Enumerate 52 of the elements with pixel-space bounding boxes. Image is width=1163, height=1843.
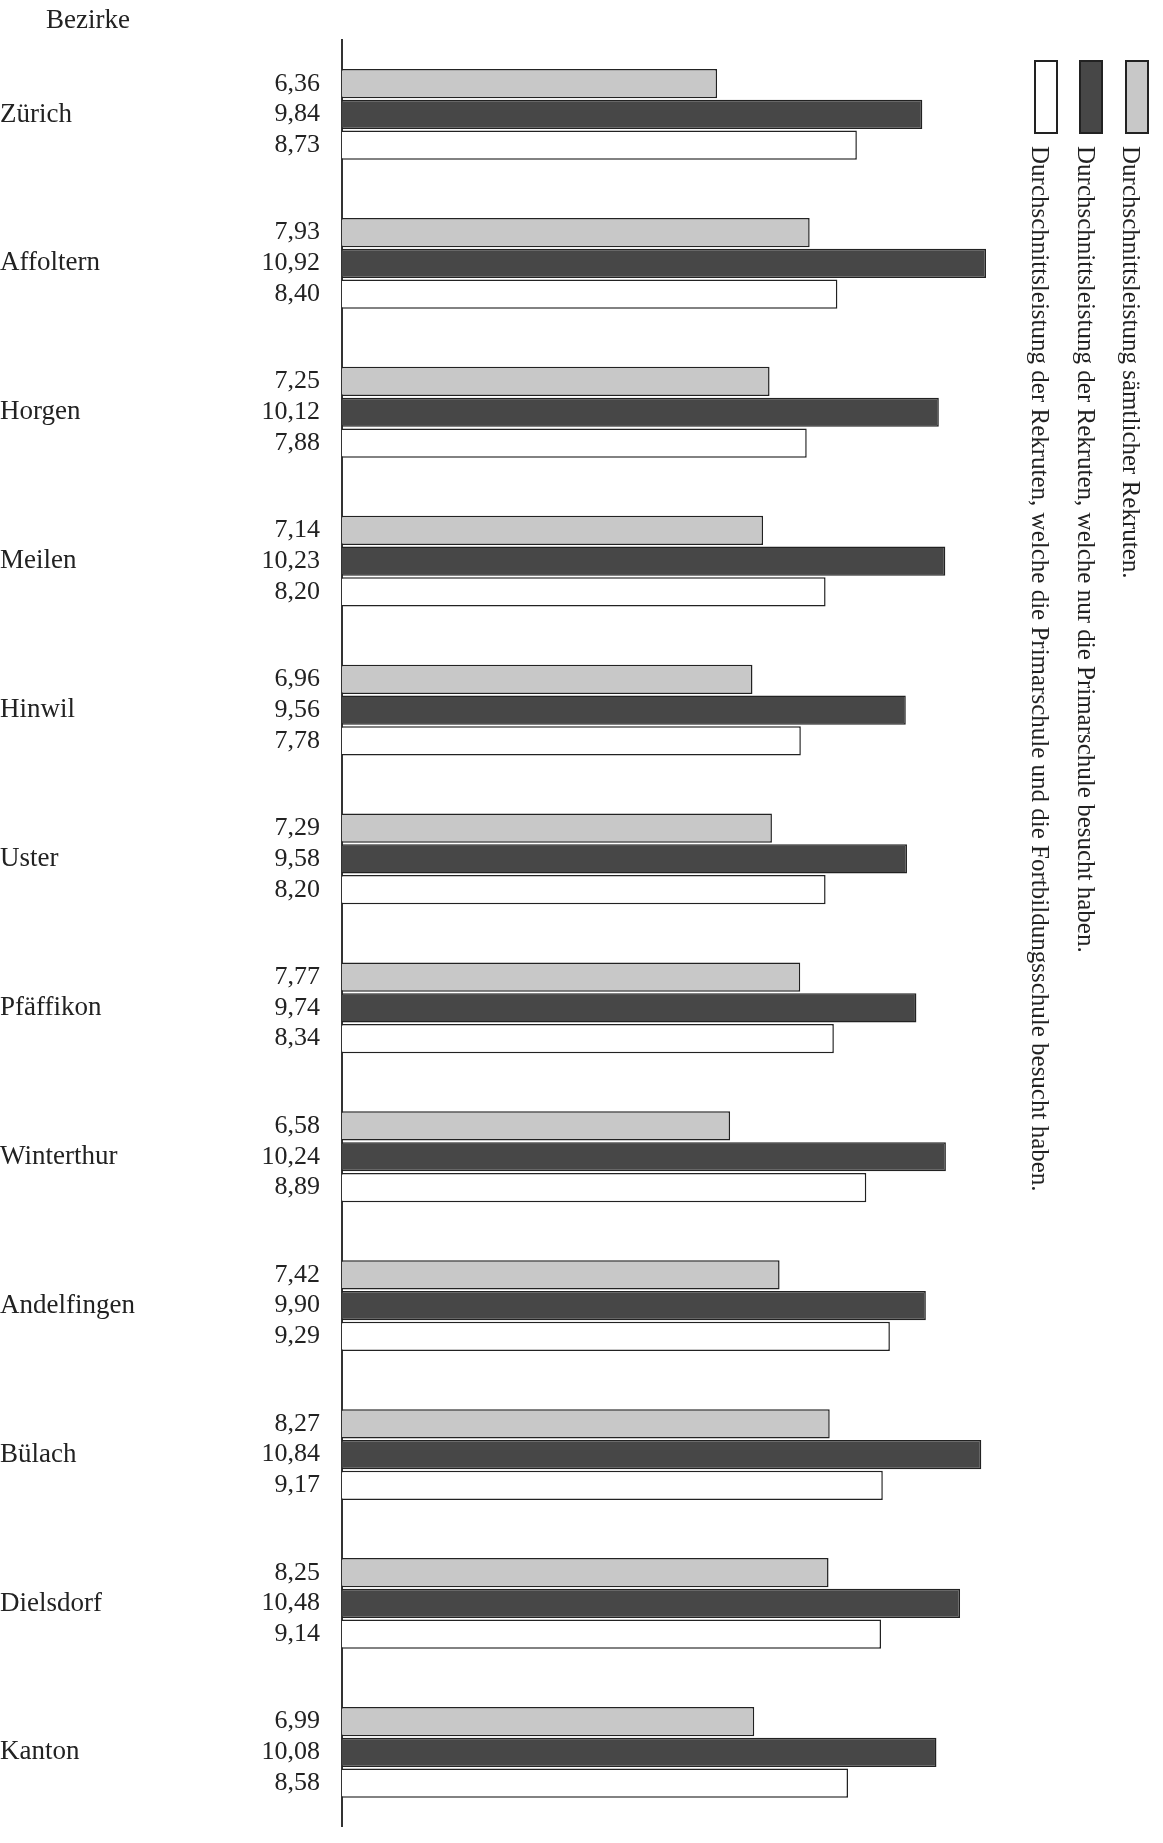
- y-tick-label: Winterthur: [0, 1139, 118, 1170]
- y-tick-label: Pfäffikon: [0, 990, 102, 1021]
- data-label: 9,17: [274, 1469, 320, 1499]
- data-label: 9,90: [274, 1289, 320, 1319]
- y-tick-label: Andelfingen: [0, 1288, 136, 1319]
- data-label: 8,40: [274, 277, 320, 307]
- data-label: 8,20: [274, 873, 320, 903]
- y-tick-label: Uster: [0, 842, 59, 873]
- data-label: 9,84: [274, 98, 320, 128]
- data-label: 6,36: [274, 67, 320, 97]
- data-label: 10,48: [261, 1587, 320, 1617]
- data-label: 6,99: [274, 1705, 320, 1735]
- y-tick-label: Kanton: [0, 1735, 80, 1766]
- data-label: 8,58: [274, 1766, 320, 1796]
- data-label: 7,77: [274, 960, 320, 990]
- data-label: 9,56: [274, 693, 320, 723]
- data-label: 9,58: [274, 842, 320, 872]
- data-label: 10,92: [261, 247, 320, 277]
- data-label: 8,25: [274, 1556, 320, 1586]
- y-tick-label: Horgen: [0, 395, 81, 426]
- data-label: 6,58: [274, 1109, 320, 1139]
- text: Durchschnittsleistung der Rekruten, welche die Primarschule und die Fortbildungsschule besucht haben.: [1027, 146, 1054, 1192]
- data-label: 7,29: [274, 812, 320, 842]
- data-label: 8,34: [274, 1022, 320, 1052]
- y-tick-label: Zürich: [0, 97, 73, 128]
- data-label: 9,29: [274, 1320, 320, 1350]
- data-label: 8,27: [274, 1407, 320, 1437]
- data-label: 7,78: [274, 724, 320, 754]
- y-tick-label: Affoltern: [0, 246, 101, 277]
- y-tick-label: Meilen: [0, 544, 77, 575]
- data-label: 10,24: [261, 1140, 320, 1170]
- data-label: 7,14: [274, 514, 320, 544]
- text: Durchschnittsleistung sämtlicher Rekruten.: [1118, 146, 1146, 579]
- data-label: 8,73: [274, 129, 320, 159]
- data-label: 10,84: [261, 1438, 320, 1468]
- y-tick-label: Hinwil: [0, 693, 76, 724]
- data-label: 8,20: [274, 575, 320, 605]
- y-tick-label: Bülach: [0, 1437, 77, 1468]
- data-label: 10,23: [261, 544, 320, 574]
- data-label: 9,14: [274, 1618, 320, 1648]
- data-label: 7,93: [274, 216, 320, 246]
- data-label: 7,42: [274, 1258, 320, 1288]
- data-label: 8,89: [274, 1171, 320, 1201]
- y-axis-title: Bezirke: [46, 4, 130, 35]
- text: Durchschnittsleistung der Rekruten, welche nur die Primarschule besucht haben.: [1072, 146, 1100, 953]
- data-label: 7,25: [274, 365, 320, 395]
- y-tick-label: Dielsdorf: [0, 1586, 102, 1617]
- data-label: 10,12: [261, 396, 320, 426]
- data-label: 6,96: [274, 663, 320, 693]
- data-label: 10,08: [261, 1736, 320, 1766]
- data-label: 9,74: [274, 991, 320, 1021]
- data-label: 7,88: [274, 426, 320, 456]
